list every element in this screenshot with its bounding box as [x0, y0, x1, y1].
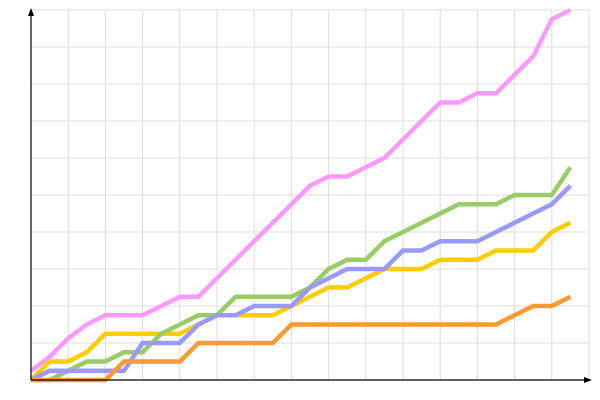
series-line-3	[31, 165, 573, 383]
series-line-2	[29, 220, 572, 382]
y-axis-arrow-icon	[28, 8, 34, 16]
series-line-1	[29, 7, 572, 373]
series-line-4	[29, 184, 572, 383]
axes	[28, 8, 592, 383]
x-axis-arrow-icon	[584, 377, 592, 383]
series-lines	[29, 7, 573, 383]
series-line-5	[31, 294, 572, 383]
